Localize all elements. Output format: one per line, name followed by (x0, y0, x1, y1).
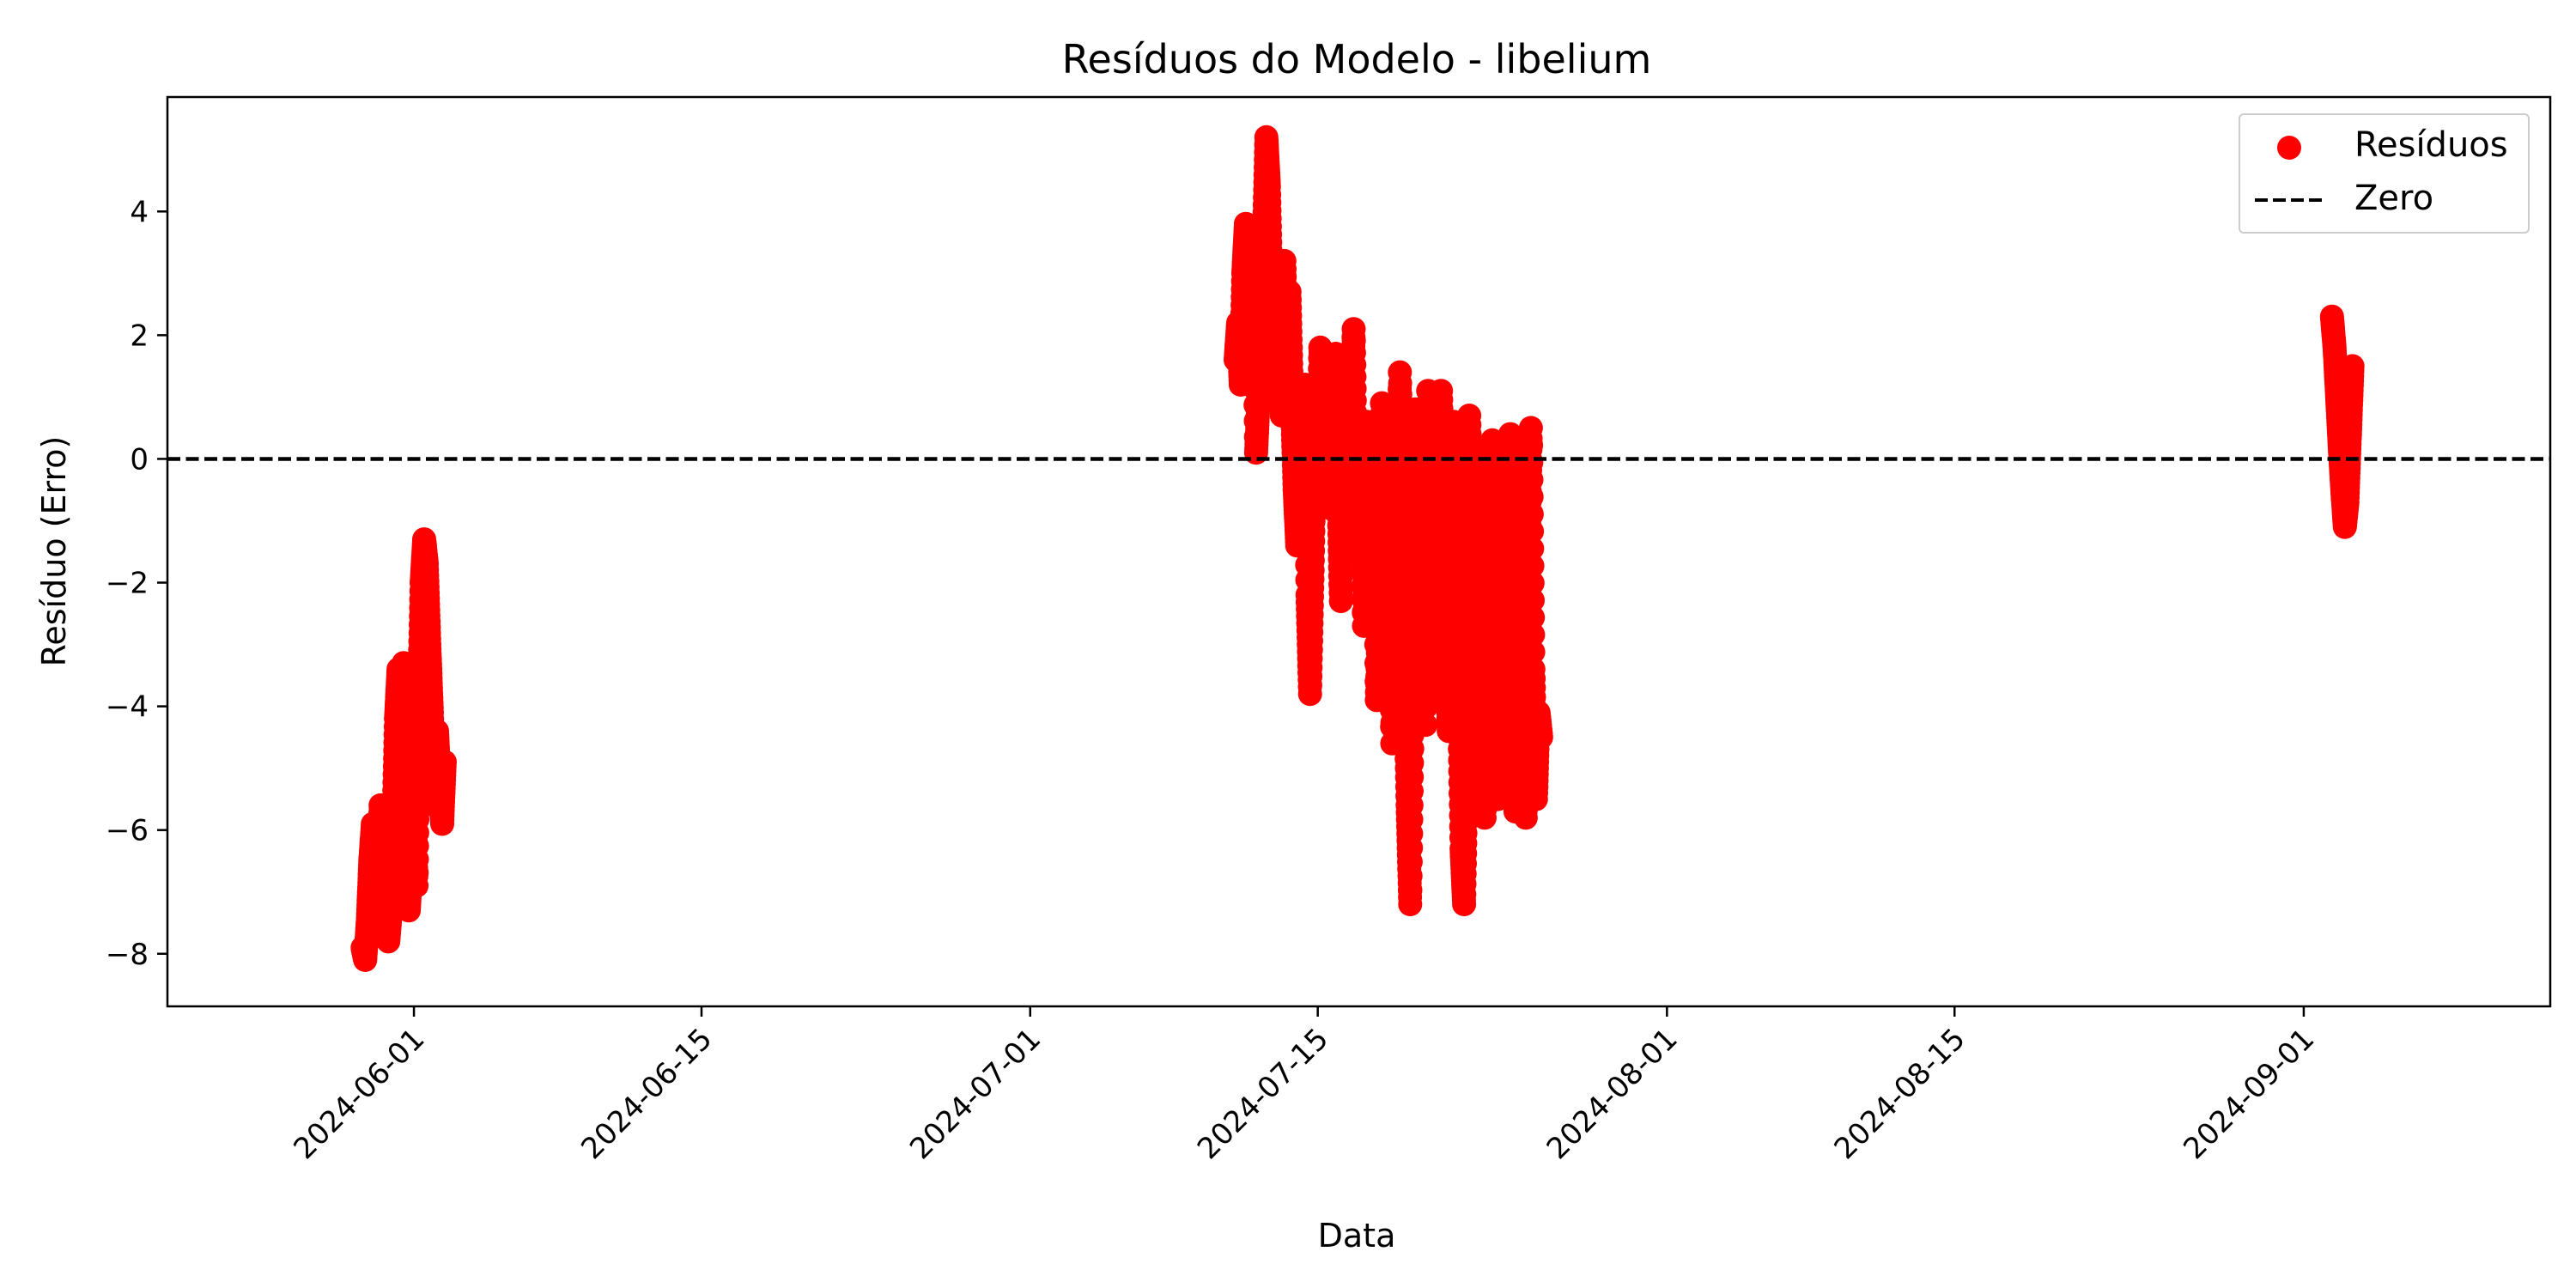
legend-box (2239, 113, 2530, 234)
x-axis-label: Data (1318, 1217, 1396, 1255)
residual-point (1521, 588, 1545, 613)
residual-point (1519, 484, 1544, 509)
residual-point (1513, 805, 1538, 830)
legend-label-residuos: Resíduos (2354, 125, 2508, 165)
scatter-points (350, 125, 2365, 972)
residual-point (1520, 554, 1545, 578)
y-tick-label: 0 (130, 442, 149, 477)
legend-label-zero: Zero (2354, 179, 2433, 218)
residual-point (1528, 725, 1553, 750)
residual-point (1521, 623, 1546, 647)
y-tick-label: 2 (130, 319, 149, 353)
residual-point (1519, 467, 1544, 492)
residual-point (1519, 433, 1544, 458)
y-tick-label: 4 (130, 195, 149, 229)
legend-marker-residuos (2277, 136, 2301, 160)
y-tick-label: −2 (106, 567, 149, 601)
residual-point (1519, 450, 1544, 475)
residual-point (1520, 536, 1545, 561)
residual-point (1521, 605, 1546, 630)
residual-point (1520, 571, 1545, 595)
y-tick-label: −6 (106, 814, 149, 848)
residual-point (2340, 354, 2365, 379)
y-tick-label: −4 (106, 690, 149, 725)
y-axis: −8 −6 −4 −2 0 2 4 (106, 195, 167, 972)
residual-point (1520, 519, 1545, 544)
residual-point (1518, 416, 1543, 440)
plot-frame (166, 95, 2552, 1008)
legend: Resíduos Zero (2239, 113, 2530, 234)
residual-point (433, 750, 457, 775)
y-tick-label: −8 (106, 938, 149, 972)
y-axis-label: Resíduo (Erro) (35, 436, 73, 667)
chart-title: Resíduos do Modelo - libelium (1062, 36, 1652, 82)
residual-point (1519, 501, 1544, 526)
residual-point (1413, 713, 1438, 738)
residual-point (1521, 640, 1546, 665)
residual-point (1413, 689, 1438, 714)
